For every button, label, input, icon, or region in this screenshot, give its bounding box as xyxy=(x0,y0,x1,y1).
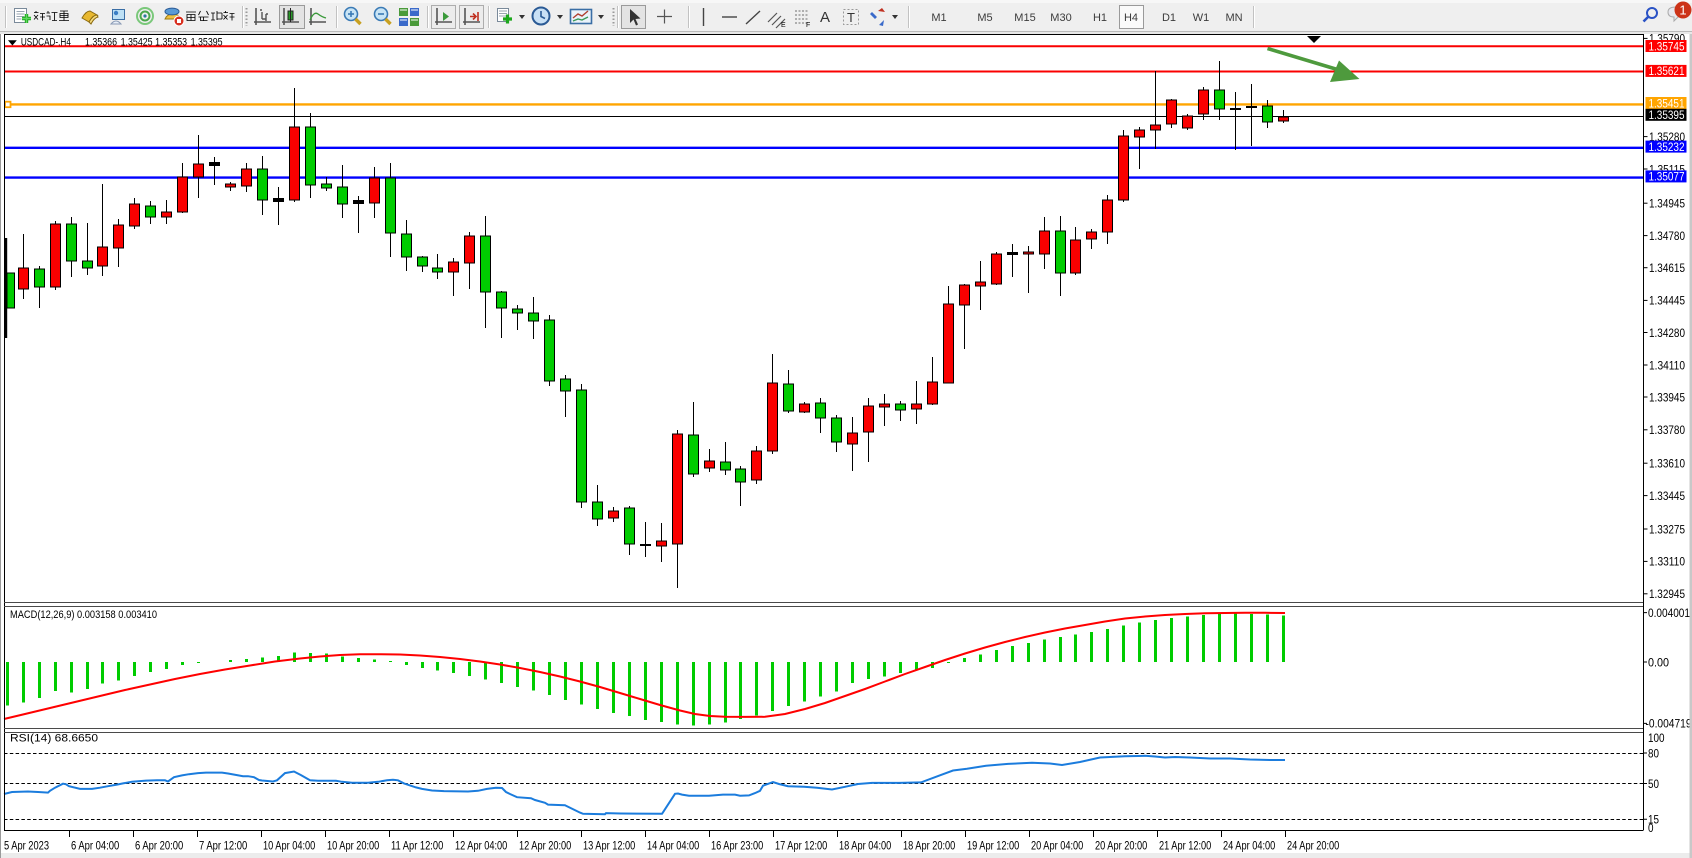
svg-text:18 Apr 20:00: 18 Apr 20:00 xyxy=(903,839,956,853)
svg-text:1.33610: 1.33610 xyxy=(1649,457,1685,471)
svg-text:1.33780: 1.33780 xyxy=(1649,423,1685,437)
svg-text:1.35366: 1.35366 xyxy=(85,37,117,49)
svg-text:1.35395: 1.35395 xyxy=(1649,108,1685,122)
svg-text:80: 80 xyxy=(1648,746,1659,760)
svg-text:0.004001: 0.004001 xyxy=(1648,606,1690,620)
svg-text:H4: H4 xyxy=(1124,12,1138,24)
svg-text:1.35353: 1.35353 xyxy=(155,37,187,49)
svg-text:18 Apr 04:00: 18 Apr 04:00 xyxy=(839,839,892,853)
svg-text:F: F xyxy=(806,22,810,29)
svg-text:5 Apr 2023: 5 Apr 2023 xyxy=(4,839,49,853)
svg-text:MN: MN xyxy=(1225,12,1242,24)
svg-text:10 Apr 04:00: 10 Apr 04:00 xyxy=(263,839,316,853)
svg-text:1.33445: 1.33445 xyxy=(1649,489,1685,503)
svg-text:16 Apr 23:00: 16 Apr 23:00 xyxy=(711,839,764,853)
svg-text:20 Apr 04:00: 20 Apr 04:00 xyxy=(1031,839,1084,853)
svg-text:0.00: 0.00 xyxy=(1648,655,1669,669)
svg-text:1.34110: 1.34110 xyxy=(1649,358,1685,372)
svg-text:19 Apr 12:00: 19 Apr 12:00 xyxy=(967,839,1020,853)
svg-text:12 Apr 20:00: 12 Apr 20:00 xyxy=(519,839,572,853)
svg-text:1.34615: 1.34615 xyxy=(1649,261,1685,275)
svg-text:1.34280: 1.34280 xyxy=(1649,326,1685,340)
svg-text:1.33945: 1.33945 xyxy=(1649,390,1685,404)
svg-text:1.35232: 1.35232 xyxy=(1649,140,1685,154)
svg-text:24 Apr 20:00: 24 Apr 20:00 xyxy=(1287,839,1340,853)
svg-text:1.33110: 1.33110 xyxy=(1649,555,1685,569)
svg-text:12 Apr 04:00: 12 Apr 04:00 xyxy=(455,839,508,853)
svg-text:M30: M30 xyxy=(1050,12,1071,24)
svg-text:E: E xyxy=(781,22,786,29)
svg-text:M1: M1 xyxy=(931,12,946,24)
svg-text:1.33275: 1.33275 xyxy=(1649,522,1685,536)
svg-text:1.35395: 1.35395 xyxy=(191,37,223,49)
svg-text:1.32945: 1.32945 xyxy=(1649,587,1685,601)
svg-text:0: 0 xyxy=(1648,821,1654,835)
svg-text:6 Apr 20:00: 6 Apr 20:00 xyxy=(135,839,184,853)
svg-text:1.34445: 1.34445 xyxy=(1649,294,1685,308)
svg-text:T: T xyxy=(847,10,855,25)
svg-text:1: 1 xyxy=(1679,3,1686,18)
svg-text:1.35077: 1.35077 xyxy=(1649,170,1685,184)
svg-text:M15: M15 xyxy=(1014,12,1035,24)
svg-text:1.34945: 1.34945 xyxy=(1649,197,1685,211)
svg-text:6 Apr 04:00: 6 Apr 04:00 xyxy=(71,839,120,853)
svg-text:1.35621: 1.35621 xyxy=(1649,64,1685,78)
svg-text:MACD(12,26,9) 0.003158 0.00341: MACD(12,26,9) 0.003158 0.003410 xyxy=(10,609,157,621)
svg-text:7 Apr 12:00: 7 Apr 12:00 xyxy=(199,839,248,853)
svg-text:14 Apr 04:00: 14 Apr 04:00 xyxy=(647,839,700,853)
svg-text:1.35451: 1.35451 xyxy=(1649,96,1685,110)
svg-text:100: 100 xyxy=(1648,731,1665,745)
svg-text:17 Apr 12:00: 17 Apr 12:00 xyxy=(775,839,828,853)
svg-text:D1: D1 xyxy=(1162,12,1176,24)
svg-text:15: 15 xyxy=(1648,813,1659,827)
svg-text:RSI(14) 68.6650: RSI(14) 68.6650 xyxy=(10,733,98,745)
svg-text:M5: M5 xyxy=(977,12,992,24)
svg-text:A: A xyxy=(820,9,830,26)
svg-text:11 Apr 12:00: 11 Apr 12:00 xyxy=(391,839,444,853)
svg-text:1.35745: 1.35745 xyxy=(1649,39,1685,53)
svg-text:-0.004719: -0.004719 xyxy=(1646,717,1692,731)
svg-text:1.35425: 1.35425 xyxy=(121,37,153,49)
svg-text:W1: W1 xyxy=(1193,12,1210,24)
svg-text:13 Apr 12:00: 13 Apr 12:00 xyxy=(583,839,636,853)
svg-text:1.34780: 1.34780 xyxy=(1649,229,1685,243)
svg-text:50: 50 xyxy=(1648,777,1659,791)
svg-text:USDCAD-.H4: USDCAD-.H4 xyxy=(21,37,71,49)
svg-text:H1: H1 xyxy=(1093,12,1107,24)
svg-text:1.35280: 1.35280 xyxy=(1649,130,1685,144)
svg-text:10 Apr 20:00: 10 Apr 20:00 xyxy=(327,839,380,853)
svg-text:21 Apr 12:00: 21 Apr 12:00 xyxy=(1159,839,1212,853)
svg-text:20 Apr 20:00: 20 Apr 20:00 xyxy=(1095,839,1148,853)
svg-text:24 Apr 04:00: 24 Apr 04:00 xyxy=(1223,839,1276,853)
